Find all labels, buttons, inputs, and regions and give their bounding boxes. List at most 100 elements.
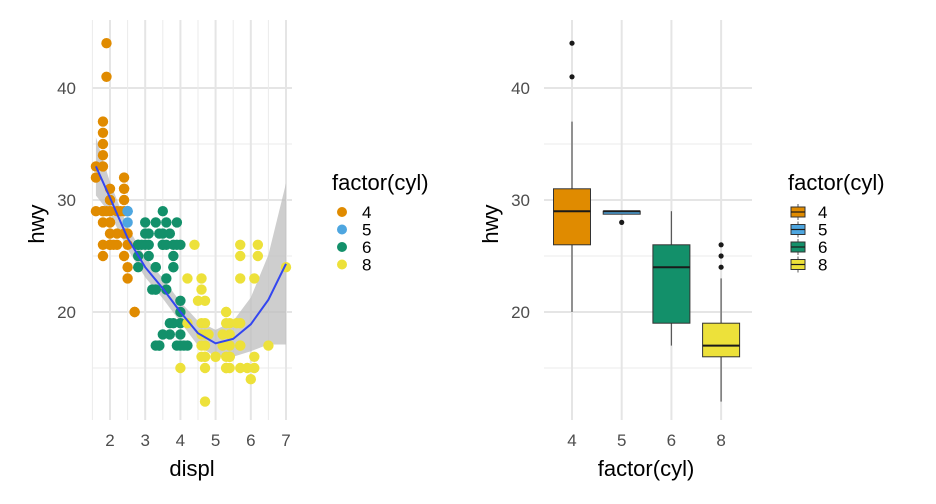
x-tick-labels: 4 5 6 8 xyxy=(567,431,726,450)
iqr-box xyxy=(652,244,691,324)
x-axis-title: factor(cyl) xyxy=(598,456,695,481)
data-point-cyl-4 xyxy=(97,127,109,138)
data-point-cyl-8 xyxy=(192,295,204,306)
boxplot-boxes xyxy=(553,40,741,402)
iqr-box xyxy=(702,322,741,358)
x-tick-label: 4 xyxy=(567,431,576,450)
data-point-cyl-6 xyxy=(150,217,161,228)
data-point-cyl-6 xyxy=(168,262,179,273)
x-tick-label: 6 xyxy=(667,431,676,450)
data-point-cyl-8 xyxy=(182,318,193,329)
legend-key-cyl-4 xyxy=(337,207,347,217)
y-tick-label: 30 xyxy=(57,191,76,210)
data-point-cyl-4 xyxy=(97,250,109,262)
legend-label: 8 xyxy=(818,256,827,275)
legend-label: 6 xyxy=(362,238,371,257)
data-point-cyl-6 xyxy=(154,228,165,239)
legend-key-cyl-4 xyxy=(790,204,806,220)
data-point-cyl-6 xyxy=(143,250,154,262)
data-point-cyl-4 xyxy=(118,194,130,206)
data-point-cyl-6 xyxy=(150,262,161,273)
data-point-cyl-4 xyxy=(118,183,130,194)
y-tick-label: 40 xyxy=(511,79,530,98)
data-point-cyl-4 xyxy=(101,206,112,217)
data-point-cyl-8 xyxy=(249,351,260,362)
data-point-cyl-6 xyxy=(150,340,161,351)
x-tick-label: 7 xyxy=(281,431,290,450)
data-point-cyl-4 xyxy=(104,228,116,239)
data-point-cyl-6 xyxy=(164,228,176,239)
x-axis-title: displ xyxy=(169,456,214,481)
outlier-point xyxy=(619,219,625,225)
data-point-cyl-8 xyxy=(235,239,246,250)
legend-key-cyl-5 xyxy=(337,224,347,235)
data-point-cyl-8 xyxy=(263,340,274,351)
loess-line xyxy=(95,165,287,345)
data-point-cyl-8 xyxy=(224,362,235,374)
data-point-cyl-4 xyxy=(90,206,102,217)
y-tick-label: 20 xyxy=(511,303,530,322)
legend-label: 5 xyxy=(362,221,371,240)
data-point-cyl-6 xyxy=(161,273,172,284)
data-point-cyl-6 xyxy=(171,217,183,228)
box-cyl-5 xyxy=(602,210,641,225)
data-point-cyl-6 xyxy=(147,284,158,295)
data-point-cyl-6 xyxy=(136,239,147,250)
data-point-cyl-6 xyxy=(178,340,190,351)
y-axis-title: hwy xyxy=(24,204,49,243)
data-point-cyl-4 xyxy=(97,150,109,161)
x-tick-labels: 2 3 4 5 6 7 xyxy=(105,431,290,450)
boxplot-gridlines xyxy=(544,20,752,420)
x-tick-label: 2 xyxy=(105,431,114,450)
legend-label: 5 xyxy=(818,221,827,240)
x-tick-label: 5 xyxy=(211,431,220,450)
box-cyl-6 xyxy=(652,211,691,346)
data-point-cyl-8 xyxy=(199,396,211,407)
data-point-cyl-8 xyxy=(252,250,264,262)
outlier-point xyxy=(718,264,724,270)
data-point-cyl-4 xyxy=(122,273,133,284)
data-point-cyl-8 xyxy=(196,340,207,351)
data-point-cyl-6 xyxy=(168,318,179,329)
data-point-cyl-6 xyxy=(132,262,144,273)
data-point-cyl-8 xyxy=(249,273,260,284)
data-point-cyl-8 xyxy=(245,374,256,385)
x-tick-label: 5 xyxy=(617,431,626,450)
data-point-cyl-6 xyxy=(161,217,172,228)
y-tick-labels: 20 30 40 xyxy=(57,79,76,322)
data-point-cyl-6 xyxy=(175,295,186,306)
data-point-cyl-4 xyxy=(118,172,130,183)
data-point-cyl-4 xyxy=(97,116,109,127)
data-point-cyl-4 xyxy=(129,306,140,318)
data-point-cyl-6 xyxy=(175,329,186,340)
iqr-box xyxy=(553,188,591,246)
y-tick-label: 30 xyxy=(511,191,530,210)
smooth-line xyxy=(95,165,287,345)
data-point-cyl-8 xyxy=(220,306,232,318)
data-point-cyl-8 xyxy=(217,329,228,340)
legend-label: 4 xyxy=(362,203,371,222)
data-point-cyl-4 xyxy=(118,250,130,262)
y-tick-labels: 20 30 40 xyxy=(511,79,530,322)
data-point-cyl-8 xyxy=(249,362,260,374)
y-axis-title: hwy xyxy=(478,204,503,243)
data-point-cyl-8 xyxy=(175,362,186,374)
data-point-cyl-5 xyxy=(122,217,133,228)
x-tick-label: 6 xyxy=(246,431,255,450)
legend-title: factor(cyl) xyxy=(332,170,429,195)
data-point-cyl-8 xyxy=(220,318,232,329)
x-tick-label: 3 xyxy=(140,431,149,450)
data-point-cyl-8 xyxy=(196,284,207,295)
data-point-cyl-8 xyxy=(196,273,207,284)
outlier-point xyxy=(569,74,575,80)
data-point-cyl-4 xyxy=(90,172,102,183)
legend-label: 6 xyxy=(818,238,827,257)
legend-key-cyl-6 xyxy=(790,239,806,255)
data-point-cyl-4 xyxy=(108,239,119,250)
data-point-cyl-6 xyxy=(140,228,151,239)
outlier-point xyxy=(718,253,724,259)
data-point-cyl-8 xyxy=(199,362,211,374)
data-point-cyl-8 xyxy=(224,340,235,351)
